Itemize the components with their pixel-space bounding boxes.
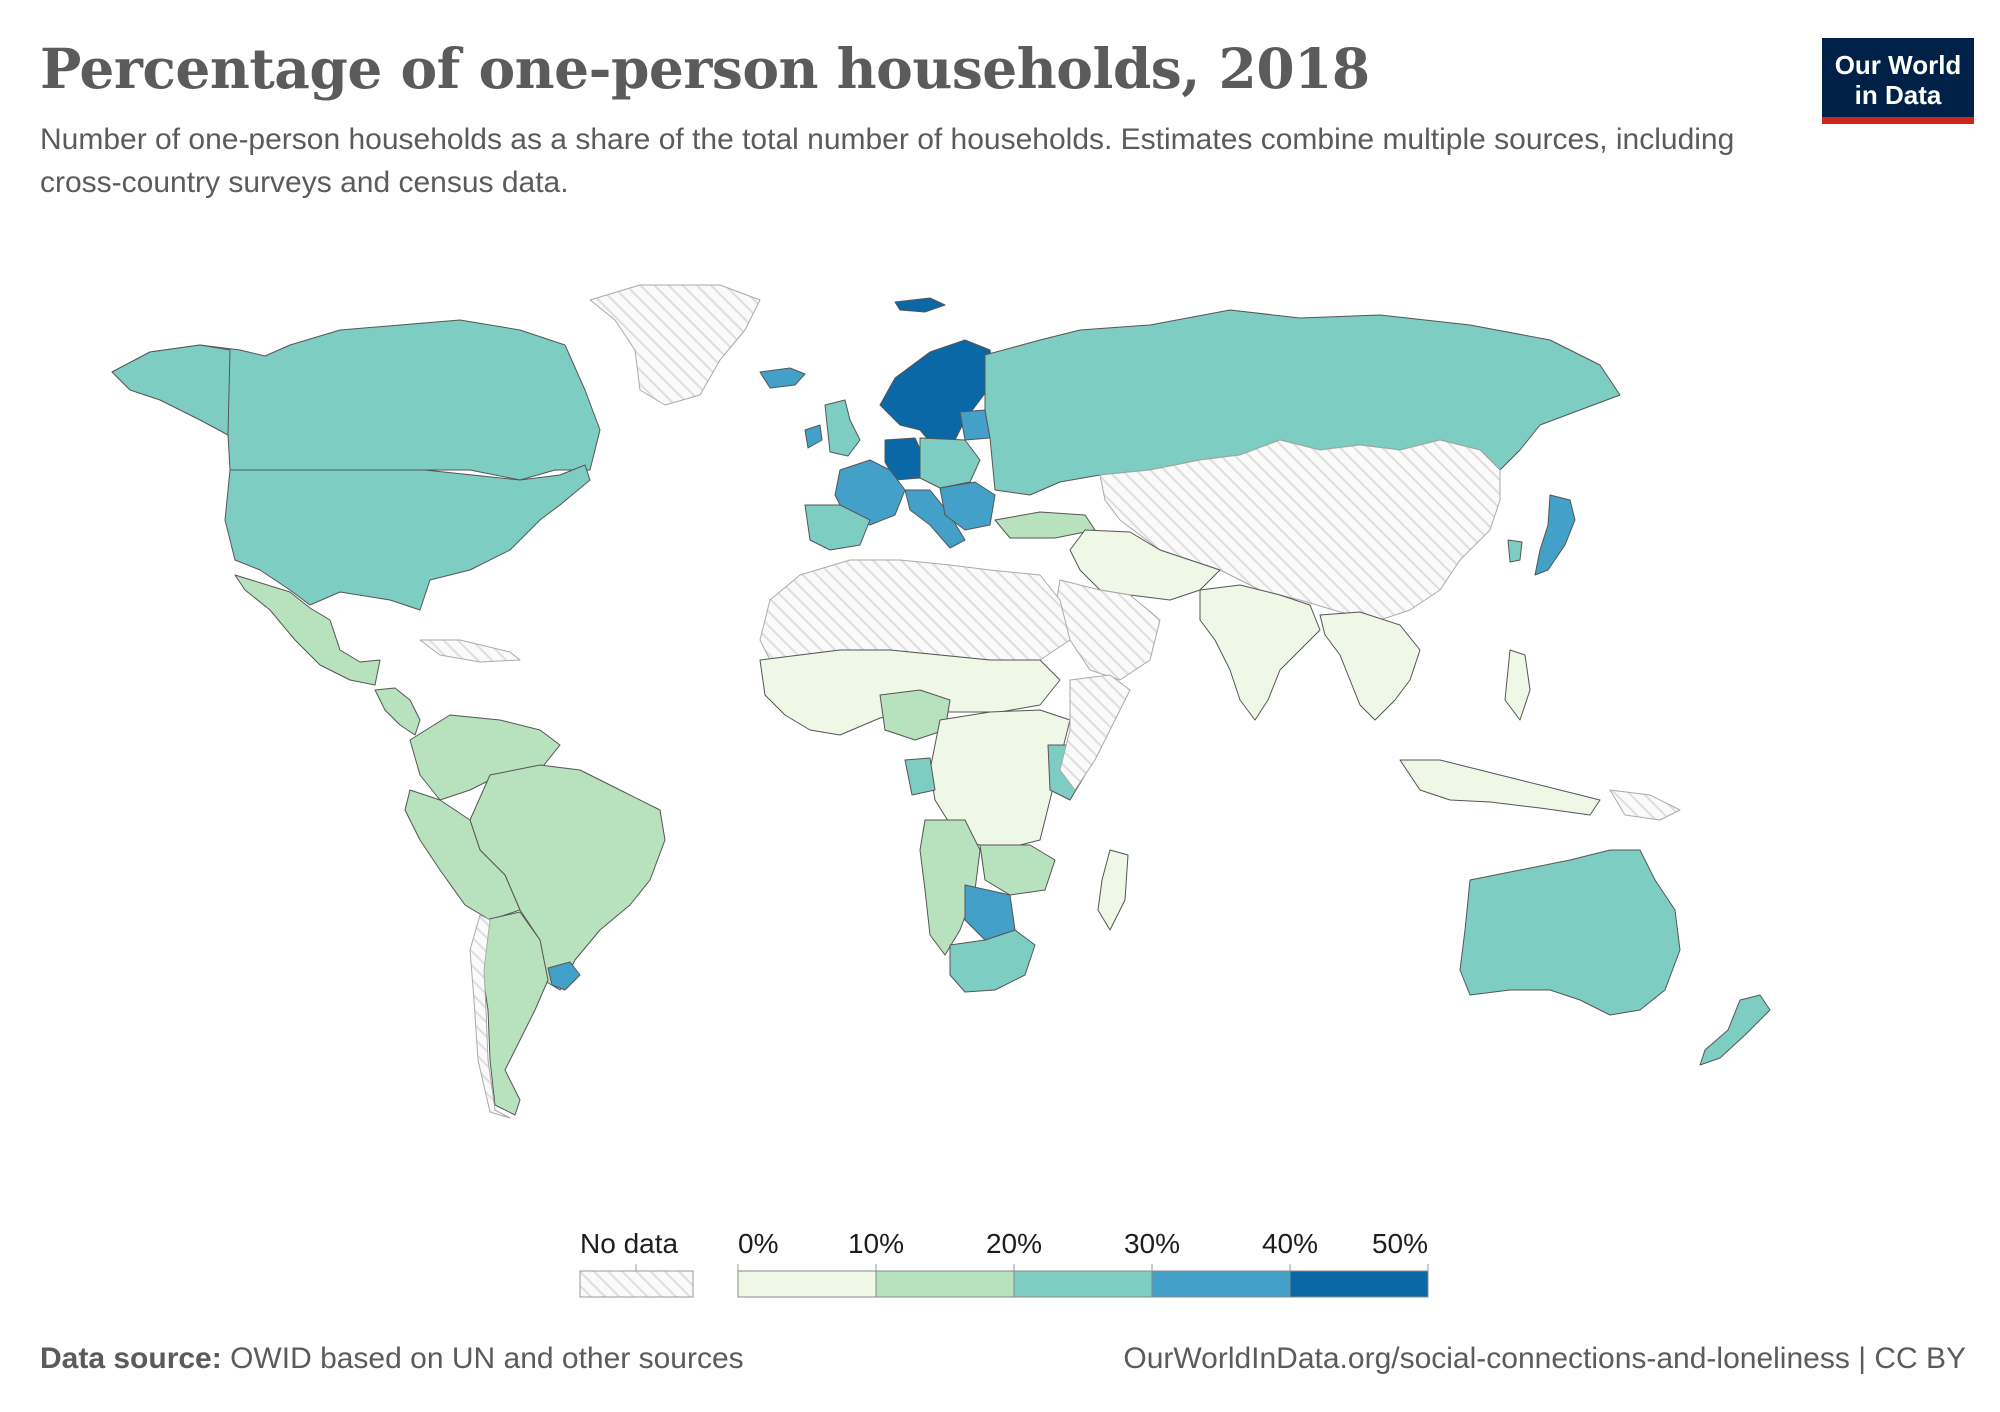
logo-line-1: Our World bbox=[1834, 50, 1962, 80]
legend-tick-label-0: 0% bbox=[738, 1228, 778, 1259]
legend-tick-label-4: 40% bbox=[1262, 1228, 1318, 1259]
owid-logo[interactable]: Our World in Data bbox=[1822, 38, 1974, 124]
legend-bin-4[interactable] bbox=[1289, 1270, 1429, 1298]
data-source: Data source: OWID based on UN and other … bbox=[40, 1342, 744, 1376]
map-legend: No data 0% 10% 20% 30% 40% 50% bbox=[579, 1228, 1429, 1298]
legend-tick-label-5: 50% bbox=[1372, 1228, 1428, 1259]
legend-tick-label-3: 30% bbox=[1124, 1228, 1180, 1259]
region-france[interactable] bbox=[834, 459, 906, 526]
region-north-africa[interactable] bbox=[759, 559, 1071, 661]
region-japan[interactable] bbox=[1534, 494, 1576, 576]
region-south-africa[interactable] bbox=[949, 929, 1036, 993]
legend-bin-3[interactable] bbox=[1151, 1270, 1291, 1298]
region-central-america[interactable] bbox=[374, 687, 421, 736]
region-gabon[interactable] bbox=[904, 757, 936, 796]
legend-no-data-swatch bbox=[579, 1270, 694, 1298]
legend-bin-2[interactable] bbox=[1013, 1270, 1153, 1298]
footer-url[interactable]: OurWorldInData.org/social-connections-an… bbox=[1123, 1342, 1966, 1376]
source-url-link[interactable]: OurWorldInData.org/social-connections-an… bbox=[1123, 1342, 1850, 1375]
region-southeast-asia[interactable] bbox=[1319, 611, 1421, 721]
region-greenland[interactable] bbox=[589, 284, 761, 406]
region-angola-namibia[interactable] bbox=[919, 819, 981, 956]
chart-title: Percentage of one-person households, 201… bbox=[40, 36, 1370, 101]
legend-bin-1[interactable] bbox=[875, 1270, 1015, 1298]
region-mexico[interactable] bbox=[234, 574, 381, 686]
region-zimbabwe-zambia[interactable] bbox=[979, 844, 1056, 896]
region-uruguay[interactable] bbox=[547, 961, 581, 991]
region-argentina[interactable] bbox=[481, 911, 549, 1116]
region-alaska[interactable] bbox=[111, 344, 231, 436]
region-united-kingdom[interactable] bbox=[824, 399, 861, 457]
region-papua-new-guinea[interactable] bbox=[1609, 789, 1681, 821]
region-iceland[interactable] bbox=[759, 367, 806, 389]
region-australia[interactable] bbox=[1459, 849, 1681, 1016]
region-svalbard[interactable] bbox=[894, 297, 946, 313]
region-norway-sweden-finland[interactable] bbox=[879, 339, 996, 449]
legend-bin-0[interactable] bbox=[737, 1270, 877, 1298]
logo-line-2: in Data bbox=[1854, 80, 1942, 110]
license-label: | CC BY bbox=[1858, 1342, 1966, 1375]
region-italy[interactable] bbox=[904, 489, 966, 549]
region-caribbean[interactable] bbox=[419, 639, 521, 663]
region-poland-central-europe[interactable] bbox=[919, 437, 981, 489]
chart-subtitle: Number of one-person households as a sha… bbox=[40, 123, 1735, 199]
region-balkans[interactable] bbox=[939, 481, 996, 531]
region-botswana[interactable] bbox=[964, 884, 1016, 941]
region-central-africa[interactable] bbox=[929, 709, 1071, 851]
region-new-zealand[interactable] bbox=[1699, 994, 1771, 1066]
region-united-states[interactable] bbox=[224, 464, 591, 611]
legend-no-data-label: No data bbox=[580, 1228, 678, 1259]
region-ireland[interactable] bbox=[804, 424, 823, 449]
data-source-label: Data source: bbox=[40, 1342, 222, 1375]
legend-tick-label-1: 10% bbox=[848, 1228, 904, 1259]
region-somalia-horn[interactable] bbox=[1059, 674, 1131, 791]
region-madagascar[interactable] bbox=[1097, 849, 1129, 931]
region-south-korea[interactable] bbox=[1507, 539, 1523, 563]
data-source-text: OWID based on UN and other sources bbox=[230, 1342, 744, 1375]
region-philippines[interactable] bbox=[1504, 649, 1531, 721]
region-chile[interactable] bbox=[469, 914, 511, 1119]
region-middle-east[interactable] bbox=[1069, 529, 1221, 601]
region-spain-portugal[interactable] bbox=[804, 504, 871, 551]
legend-tick-label-2: 20% bbox=[986, 1228, 1042, 1259]
region-india-south-asia[interactable] bbox=[1199, 584, 1321, 721]
region-indonesia[interactable] bbox=[1399, 759, 1601, 816]
region-turkey[interactable] bbox=[994, 511, 1096, 539]
